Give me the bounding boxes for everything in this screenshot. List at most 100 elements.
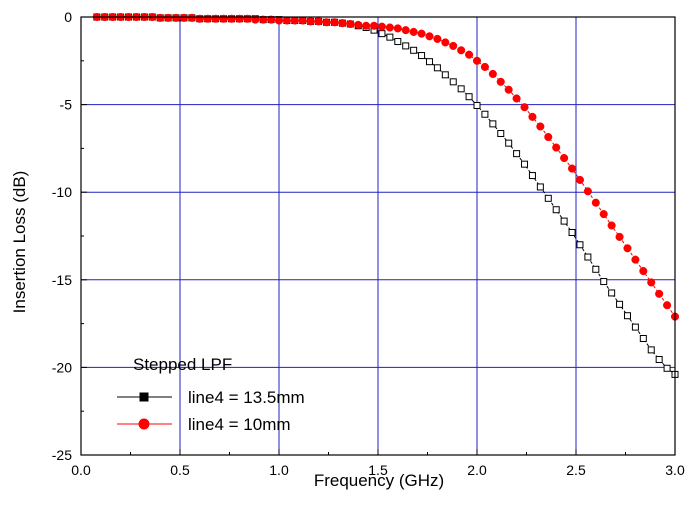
data-point-series-1 <box>449 78 457 86</box>
data-point-series-2 <box>385 23 394 32</box>
data-point-series-1 <box>378 30 386 38</box>
data-point-series-2 <box>417 29 426 38</box>
data-point-series-1 <box>489 120 497 128</box>
data-point-series-1 <box>600 278 608 286</box>
legend-label-2: line4 = 10mm <box>188 415 291 434</box>
data-point-series-2 <box>575 175 585 184</box>
data-point-series-2 <box>583 187 592 196</box>
data-point-series-2 <box>512 94 521 103</box>
data-point-series-2 <box>663 301 672 310</box>
x-tick-label: 0.0 <box>71 462 91 478</box>
grid <box>81 17 675 455</box>
data-point-series-2 <box>433 34 442 43</box>
x-tick-label: 0.5 <box>170 462 190 478</box>
data-point-series-1 <box>639 334 647 342</box>
data-point-series-1 <box>386 33 394 41</box>
data-point-series-2 <box>639 266 648 276</box>
data-point-series-2 <box>203 14 212 23</box>
data-point-series-2 <box>615 232 624 241</box>
data-point-series-1 <box>584 253 592 261</box>
data-point-series-1 <box>655 356 663 364</box>
y-tick-label: -25 <box>52 447 72 463</box>
data-point-series-2 <box>306 17 315 26</box>
data-point-series-1 <box>465 93 473 101</box>
x-tick-label: 2.0 <box>467 462 487 478</box>
data-point-series-2 <box>267 15 276 24</box>
data-point-series-2 <box>179 13 189 22</box>
data-point-series-1 <box>473 101 481 109</box>
data-point-series-2 <box>164 13 173 22</box>
data-point-series-2 <box>472 56 482 65</box>
data-point-series-2 <box>235 14 244 23</box>
data-point-series-2 <box>623 244 632 253</box>
data-point-series-1 <box>528 172 536 180</box>
data-point-series-2 <box>274 16 284 25</box>
data-point-series-2 <box>607 221 616 230</box>
data-point-series-2 <box>227 14 236 23</box>
data-point-series-2 <box>655 289 664 298</box>
data-point-series-2 <box>195 14 204 23</box>
data-point-series-1 <box>433 64 441 72</box>
legend-title: Stepped LPF <box>133 355 232 374</box>
data-point-series-2 <box>520 103 529 112</box>
legend-marker-1 <box>139 392 149 402</box>
data-point-series-2 <box>449 41 458 50</box>
data-point-series-1 <box>394 38 402 46</box>
data-point-series-1 <box>457 85 465 93</box>
x-tick-label: 2.5 <box>566 462 586 478</box>
data-point-series-2 <box>377 22 387 31</box>
x-tick-label: 1.0 <box>269 462 289 478</box>
data-point-series-2 <box>282 16 291 25</box>
data-point-series-2 <box>409 27 418 36</box>
data-point-series-2 <box>362 21 371 30</box>
data-point-series-2 <box>156 13 165 22</box>
data-point-series-2 <box>330 18 339 27</box>
y-tick-labels: 0 -5 -10 -15 -20 -25 <box>52 9 72 463</box>
data-point-series-1 <box>592 265 600 273</box>
data-point-series-2 <box>552 143 561 152</box>
y-tick-label: -10 <box>52 184 72 200</box>
data-point-series-1 <box>544 194 552 202</box>
data-point-series-1 <box>616 300 624 308</box>
data-point-series-2 <box>544 132 553 142</box>
data-point-series-1 <box>481 110 489 118</box>
data-point-series-2 <box>187 13 196 22</box>
legend-label-1: line4 = 13.5mm <box>188 388 305 407</box>
data-point-series-1 <box>425 58 433 66</box>
data-point-series-1 <box>402 42 410 50</box>
data-point-series-1 <box>505 139 513 147</box>
data-point-series-2 <box>393 24 402 33</box>
data-point-series-2 <box>219 14 228 23</box>
data-point-series-2 <box>536 122 545 131</box>
data-point-series-2 <box>314 17 323 26</box>
data-point-series-2 <box>504 85 513 94</box>
y-tick-label: -15 <box>52 272 72 288</box>
legend-marker-2 <box>138 418 150 430</box>
data-point-series-1 <box>560 217 568 225</box>
data-point-series-2 <box>290 16 299 25</box>
data-point-series-2 <box>259 15 268 24</box>
data-point-series-2 <box>369 21 379 30</box>
data-point-series-2 <box>243 14 252 23</box>
data-point-series-1 <box>418 52 426 60</box>
data-point-series-2 <box>425 32 434 41</box>
data-point-series-1 <box>513 150 521 158</box>
x-tick-label: 3.0 <box>665 462 685 478</box>
data-point-series-2 <box>480 62 489 71</box>
data-point-series-2 <box>354 20 363 29</box>
legend: Stepped LPF line4 = 13.5mm line4 = 10mm <box>117 355 305 434</box>
data-point-series-2 <box>567 164 577 173</box>
data-point-series-2 <box>560 153 569 163</box>
data-point-series-1 <box>568 228 576 236</box>
data-point-series-2 <box>346 19 355 29</box>
data-point-series-2 <box>465 50 474 59</box>
x-tick-label: 1.5 <box>368 462 388 478</box>
data-point-series-2 <box>591 198 600 207</box>
data-point-series-1 <box>608 289 616 297</box>
data-point-series-2 <box>599 210 608 219</box>
data-point-series-2 <box>338 19 347 28</box>
data-point-series-2 <box>401 26 410 35</box>
data-point-series-2 <box>211 14 220 23</box>
